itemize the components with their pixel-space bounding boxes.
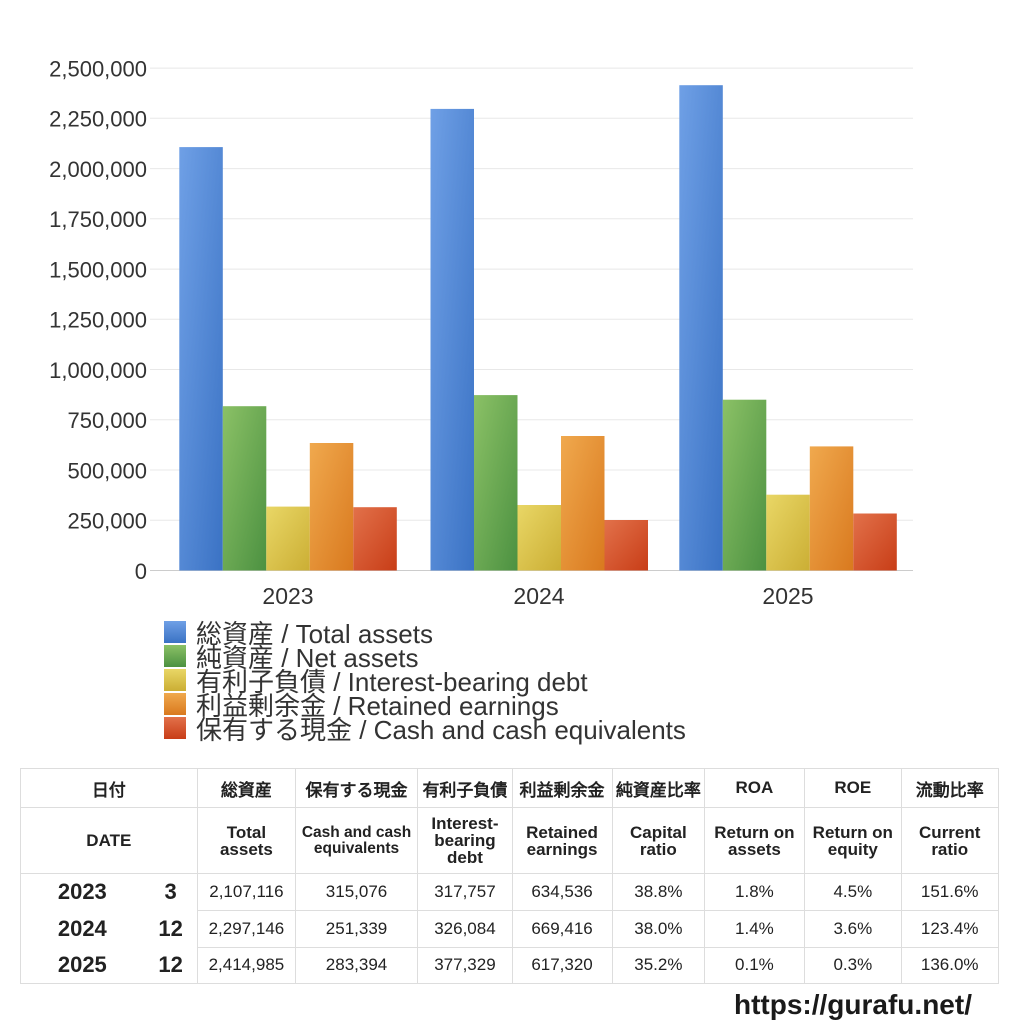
- svg-text:2,250,000: 2,250,000: [49, 107, 147, 132]
- svg-text:2,500,000: 2,500,000: [49, 57, 147, 82]
- svg-text:0: 0: [135, 559, 147, 584]
- svg-text:1,500,000: 1,500,000: [49, 258, 147, 283]
- svg-text:1,750,000: 1,750,000: [49, 207, 147, 232]
- svg-text:2023: 2023: [262, 583, 313, 609]
- svg-text:500,000: 500,000: [67, 458, 147, 483]
- svg-text:2024: 2024: [513, 583, 564, 609]
- svg-text:750,000: 750,000: [67, 408, 147, 433]
- svg-text:2,000,000: 2,000,000: [49, 157, 147, 182]
- svg-text:1,250,000: 1,250,000: [49, 308, 147, 333]
- svg-text:1,000,000: 1,000,000: [49, 358, 147, 383]
- svg-text:2025: 2025: [762, 583, 813, 609]
- svg-text:250,000: 250,000: [67, 509, 147, 534]
